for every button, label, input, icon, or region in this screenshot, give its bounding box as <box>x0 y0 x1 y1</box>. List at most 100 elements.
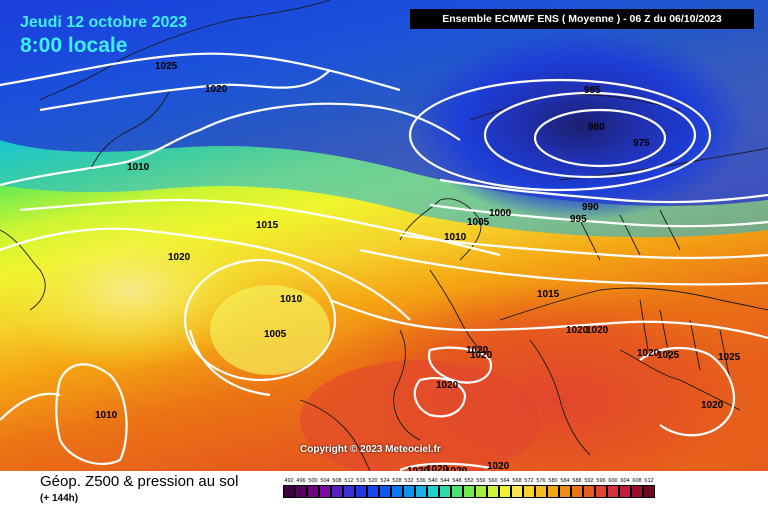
legend-level-label: 500 <box>308 478 318 484</box>
legend-swatch <box>511 485 523 498</box>
legend-cell: 496 <box>295 477 307 498</box>
weather-map: 1025 1020 1010 985 980 975 990 995 1000 … <box>0 0 768 471</box>
legend-swatch <box>595 485 607 498</box>
isobar-label: 1010 <box>127 162 150 173</box>
legend-cell: 580 <box>547 477 559 498</box>
legend-swatch <box>319 485 331 498</box>
legend-level-label: 524 <box>380 478 390 484</box>
legend-cell: 560 <box>487 477 499 498</box>
legend-level-label: 588 <box>572 478 582 484</box>
model-banner: Ensemble ECMWF ENS ( Moyenne ) - 06 Z du… <box>410 9 754 29</box>
low-pressure-core <box>410 30 750 220</box>
legend-swatch <box>427 485 439 498</box>
isobar-label: 980 <box>588 122 605 133</box>
isobar-label: 1005 <box>264 329 287 340</box>
legend-swatch <box>379 485 391 498</box>
isobar-label: 1025 <box>155 61 178 72</box>
isobar-label: 1020 <box>637 348 660 359</box>
isobar-label: 1020 <box>487 461 510 471</box>
coastlines <box>0 0 768 471</box>
legend-level-label: 548 <box>452 478 462 484</box>
isobar-label: 1020 <box>701 400 724 411</box>
legend-level-label: 596 <box>596 478 606 484</box>
legend-level-label: 520 <box>368 478 378 484</box>
legend-cell: 568 <box>511 477 523 498</box>
legend-cell: 540 <box>427 477 439 498</box>
legend-cell: 512 <box>343 477 355 498</box>
isobars <box>0 52 768 471</box>
legend-swatch <box>415 485 427 498</box>
legend-swatch <box>583 485 595 498</box>
legend-swatch <box>307 485 319 498</box>
legend-level-label: 556 <box>476 478 486 484</box>
legend-level-label: 544 <box>440 478 450 484</box>
legend-cell: 572 <box>523 477 535 498</box>
isobar-label: 1000 <box>489 208 512 219</box>
legend-level-label: 600 <box>608 478 618 484</box>
legend-cell: 524 <box>379 477 391 498</box>
isobar-label: 1020 <box>436 380 459 391</box>
legend-swatch <box>487 485 499 498</box>
legend-level-label: 528 <box>392 478 402 484</box>
legend-cell: 504 <box>319 477 331 498</box>
forecast-lead-time: (+ 144h) <box>40 493 79 504</box>
legend-level-label: 568 <box>512 478 522 484</box>
color-scale-legend: 492 496 500 504 508 512 516 520 524 528 532 536 540 5… <box>283 477 655 498</box>
legend-swatch <box>619 485 631 498</box>
legend-swatch <box>295 485 307 498</box>
legend-cell: 588 <box>571 477 583 498</box>
legend-swatch <box>367 485 379 498</box>
isobar-label: 1020 <box>466 345 489 356</box>
legend-cell: 604 <box>619 477 631 498</box>
isobar-label: 1020 <box>168 252 191 263</box>
isobar-label: 1020 <box>205 84 228 95</box>
legend-swatch <box>523 485 535 498</box>
legend-swatch <box>463 485 475 498</box>
legend-level-label: 584 <box>560 478 570 484</box>
legend-swatch <box>535 485 547 498</box>
legend-level-label: 576 <box>536 478 546 484</box>
legend-level-label: 604 <box>620 478 630 484</box>
forecast-time: 8:00 locale <box>20 34 128 57</box>
legend-swatch <box>571 485 583 498</box>
copyright-notice: Copyright © 2023 Meteociel.fr <box>300 444 441 455</box>
legend-level-label: 492 <box>284 478 294 484</box>
warm-core <box>300 360 540 471</box>
legend-cell: 536 <box>415 477 427 498</box>
legend-swatch <box>547 485 559 498</box>
forecast-date: Jeudi 12 octobre 2023 <box>20 14 188 31</box>
legend-swatch <box>559 485 571 498</box>
legend-swatch <box>283 485 295 498</box>
isobar-label: 995 <box>570 214 587 225</box>
legend-cell: 544 <box>439 477 451 498</box>
legend-level-label: 504 <box>320 478 330 484</box>
isobar-label: 1025 <box>657 350 680 361</box>
legend-swatch <box>343 485 355 498</box>
legend-cell: 520 <box>367 477 379 498</box>
legend-cell: 584 <box>559 477 571 498</box>
legend-level-label: 536 <box>416 478 426 484</box>
isobar-label: 1020 <box>407 466 430 471</box>
isobar-label: 1010 <box>280 294 303 305</box>
legend-cell: 500 <box>307 477 319 498</box>
legend-level-label: 608 <box>632 478 642 484</box>
legend-level-label: 580 <box>548 478 558 484</box>
legend-level-label: 572 <box>524 478 534 484</box>
legend-cell: 552 <box>463 477 475 498</box>
legend-cell: 492 <box>283 477 295 498</box>
legend-swatch <box>403 485 415 498</box>
legend-swatch <box>631 485 643 498</box>
legend-swatch <box>331 485 343 498</box>
isobar-label: 1010 <box>95 410 118 421</box>
legend-cell: 576 <box>535 477 547 498</box>
legend-swatch <box>499 485 511 498</box>
legend-level-label: 560 <box>488 478 498 484</box>
legend-level-label: 532 <box>404 478 414 484</box>
legend-cell: 516 <box>355 477 367 498</box>
legend-swatch <box>475 485 487 498</box>
pale-core <box>0 210 260 370</box>
legend-level-label: 516 <box>356 478 366 484</box>
isobar-label: 1020 <box>426 464 449 471</box>
legend-level-label: 496 <box>296 478 306 484</box>
legend-cell: 508 <box>331 477 343 498</box>
